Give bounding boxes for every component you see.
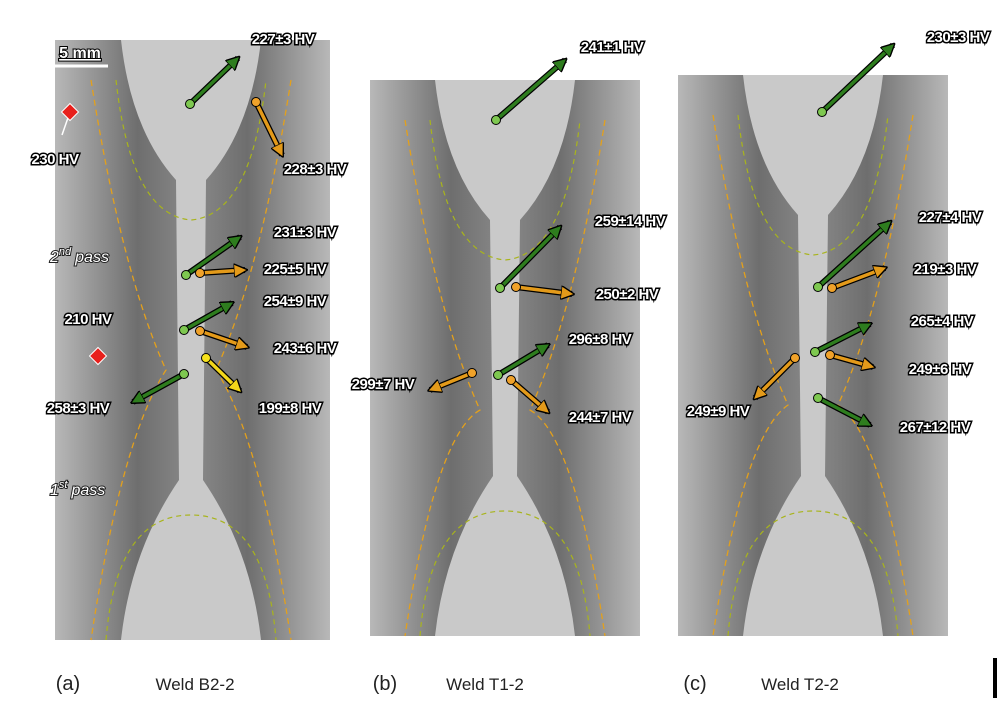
hardness-label: 259±14 HV: [595, 213, 666, 230]
arrow: [430, 371, 473, 390]
indent-point: [185, 99, 195, 109]
arrow: [817, 396, 870, 425]
hardness-label: 296±8 HV: [569, 331, 632, 348]
indent-point: [467, 368, 477, 378]
pass-suffix: st: [59, 479, 69, 491]
pass-text: pass: [74, 249, 109, 266]
haz-line: [429, 119, 581, 261]
hardness-label: 227±3 HV: [252, 31, 315, 48]
haz-line: [115, 79, 267, 221]
weld-metal: [121, 40, 261, 640]
hardness-label: 258±3 HV: [47, 400, 110, 417]
hardness-label: 199±8 HV: [259, 400, 322, 417]
arrow: [184, 237, 240, 277]
arrow: [133, 372, 185, 402]
hardness-label: 299±7 HV: [352, 376, 415, 393]
haz-line: [727, 510, 899, 637]
hardness-label: 249±6 HV: [909, 361, 972, 378]
hardness-label: 231±3 HV: [274, 224, 337, 241]
hardness-label: 227±4 HV: [919, 209, 982, 226]
indent-marker: [88, 346, 108, 366]
fusion-line: [712, 114, 789, 637]
arrow: [829, 353, 873, 367]
arrow: [204, 356, 240, 391]
panel-label: (c): [683, 673, 706, 695]
pass-label: 2nd pass: [49, 246, 109, 266]
arrow: [254, 101, 282, 155]
pass-suffix: nd: [59, 246, 72, 258]
arrow: [199, 270, 245, 273]
pass-ordinal: 2: [49, 249, 59, 266]
arrow: [831, 268, 885, 290]
indent-point: [195, 326, 205, 336]
scale-label: 5 mm: [59, 45, 101, 62]
pass-ordinal: 1: [50, 482, 59, 499]
indent-point: [201, 353, 211, 363]
haz-line: [737, 114, 889, 256]
hardness-label: 225±5 HV: [264, 261, 327, 278]
arrow: [515, 285, 572, 294]
hardness-label: 254±9 HV: [264, 293, 327, 310]
fusion-line: [529, 119, 606, 637]
pass-label: 1st pass: [50, 479, 105, 499]
indent-point: [506, 375, 516, 385]
panel-label: (a): [56, 673, 80, 695]
hardness-label: 244±7 HV: [569, 409, 632, 426]
fusion-line: [90, 79, 167, 641]
indent-point: [817, 107, 827, 117]
haz-line: [419, 510, 591, 637]
weld-metal: [435, 80, 575, 636]
indent-point: [511, 282, 521, 292]
arrow: [199, 329, 247, 347]
arrow: [755, 356, 797, 398]
arrow: [509, 378, 548, 412]
hardness-label: 265±4 HV: [911, 313, 974, 330]
panel-label: (b): [373, 673, 397, 695]
indent-marker: [60, 102, 80, 122]
arrow: [497, 345, 548, 377]
pass-text: pass: [70, 482, 105, 499]
indent-point: [827, 283, 837, 293]
arrow: [816, 222, 890, 289]
arrow: [498, 227, 560, 290]
arrow: [183, 303, 232, 332]
panel-title: Weld T2-2: [761, 675, 839, 694]
hardness-label: 243±6 HV: [274, 340, 337, 357]
hardness-label: 267±12 HV: [900, 419, 971, 436]
indent-point: [813, 393, 823, 403]
arrow: [494, 60, 565, 122]
haz-line: [105, 514, 277, 641]
hardness-label: 210 HV: [64, 311, 112, 328]
indent-point: [181, 270, 191, 280]
hardness-label: 230±3 HV: [927, 29, 990, 46]
indent-point: [251, 97, 261, 107]
arrow: [814, 324, 870, 354]
indent-point: [179, 325, 189, 335]
indent-point: [825, 350, 835, 360]
hardness-label: 228±3 HV: [284, 161, 347, 178]
indent-point: [790, 353, 800, 363]
indent-point: [195, 268, 205, 278]
arrow: [188, 58, 238, 106]
hardness-label: 250±2 HV: [596, 286, 659, 303]
hardness-label: 249±9 HV: [687, 403, 750, 420]
indent-point: [495, 283, 505, 293]
indent-point: [813, 282, 823, 292]
hardness-label: 241±1 HV: [581, 39, 644, 56]
fusion-line: [837, 114, 914, 637]
indent-point: [179, 369, 189, 379]
indent-point: [810, 347, 820, 357]
indent-point: [493, 370, 503, 380]
hardness-label: 230 HV: [31, 151, 79, 168]
panel-title: Weld T1-2: [446, 675, 524, 694]
panel-title: Weld B2-2: [155, 675, 234, 694]
edge-mark: [993, 658, 997, 698]
hardness-label: 219±3 HV: [914, 261, 977, 278]
fusion-line: [404, 119, 481, 637]
micrographs: [55, 40, 948, 641]
indent-point: [491, 115, 501, 125]
arrow: [820, 45, 893, 114]
